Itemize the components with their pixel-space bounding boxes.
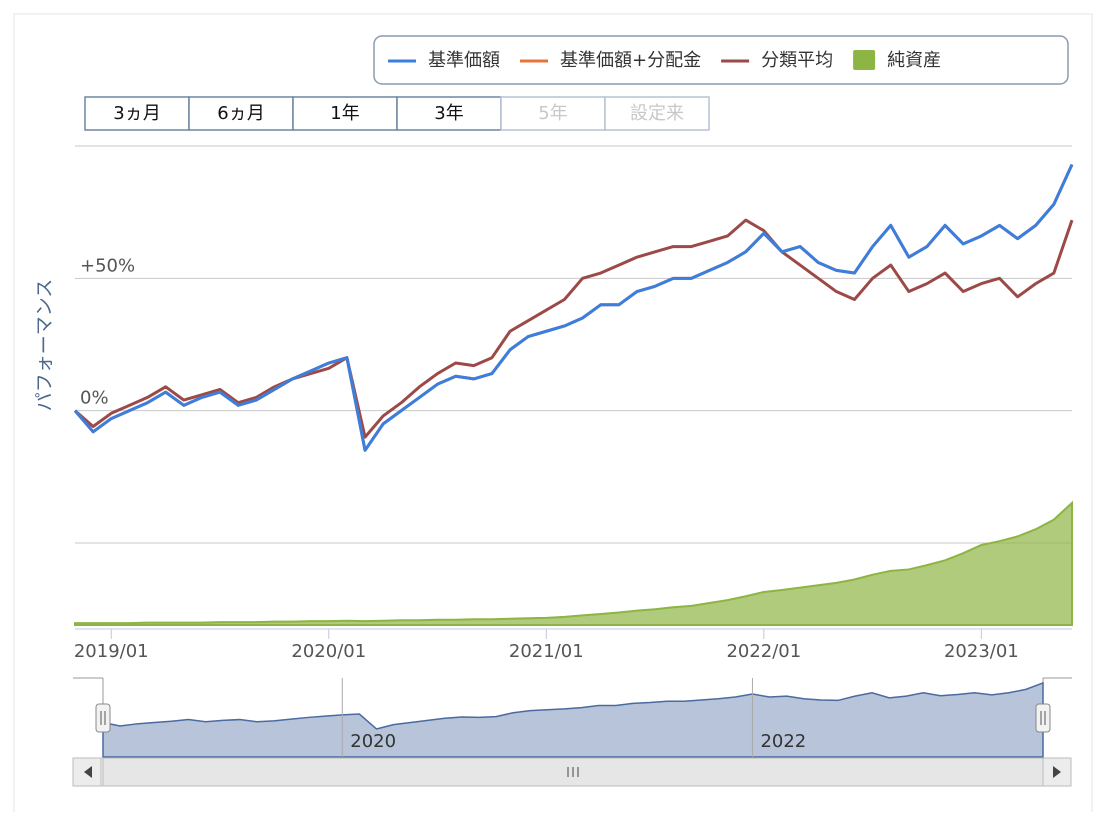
range-button-box: [84, 96, 190, 131]
range-button-label: 設定来: [630, 103, 684, 124]
range-button-label: 6ヵ月: [217, 103, 264, 124]
scrollbar-thumb[interactable]: [102, 757, 1044, 787]
range-button-label: 3年: [434, 103, 463, 124]
legend-label: 基準価額: [428, 50, 500, 71]
scrollbar-arrow[interactable]: [72, 757, 102, 787]
range-button[interactable]: 6ヵ月: [188, 96, 294, 131]
x-tick-label: 2019/01: [74, 641, 149, 662]
navigator-label: 2020: [350, 731, 396, 752]
legend-label: 分類平均: [761, 50, 833, 71]
arrow: [84, 766, 92, 778]
navigator-handle[interactable]: [1035, 703, 1051, 733]
x-tick-label: 2021/01: [509, 641, 584, 662]
navigator-label: 2022: [760, 731, 806, 752]
range-button-box: [500, 96, 606, 131]
y-tick-label: 0%: [80, 388, 109, 409]
y-tick-label: +50%: [80, 255, 135, 276]
x-tick-label: 2022/01: [726, 641, 801, 662]
range-button-label: 1年: [330, 103, 359, 124]
legend-label: 基準価額+分配金: [560, 50, 701, 71]
range-button-box: [188, 96, 294, 131]
y-axis-title: パフォーマンス: [34, 279, 56, 412]
area: [74, 500, 1073, 626]
handle: [1035, 703, 1051, 733]
handle: [95, 703, 111, 733]
legend-box: [373, 35, 1069, 85]
range-button-box: [604, 96, 710, 131]
card: [13, 13, 1093, 815]
legend-swatch: [853, 50, 876, 70]
range-button: 5年: [500, 96, 606, 131]
range-button: 設定来: [604, 96, 710, 131]
range-button[interactable]: 1年: [292, 96, 398, 131]
x-tick-label: 2020/01: [291, 641, 366, 662]
legend-label: 純資産: [887, 50, 941, 71]
arrow: [1053, 766, 1061, 778]
x-tick-label: 2023/01: [944, 641, 1019, 662]
line: [73, 163, 1074, 452]
range-button-label: 3ヵ月: [113, 103, 160, 124]
range-button-label: 5年: [538, 103, 567, 124]
range-button[interactable]: 3ヵ月: [84, 96, 190, 131]
range-button[interactable]: 3年: [396, 96, 502, 131]
navigator-area: [102, 681, 1044, 758]
line: [74, 218, 1074, 439]
scrollbar-arrow[interactable]: [1042, 757, 1072, 787]
navigator-handle[interactable]: [95, 703, 111, 733]
